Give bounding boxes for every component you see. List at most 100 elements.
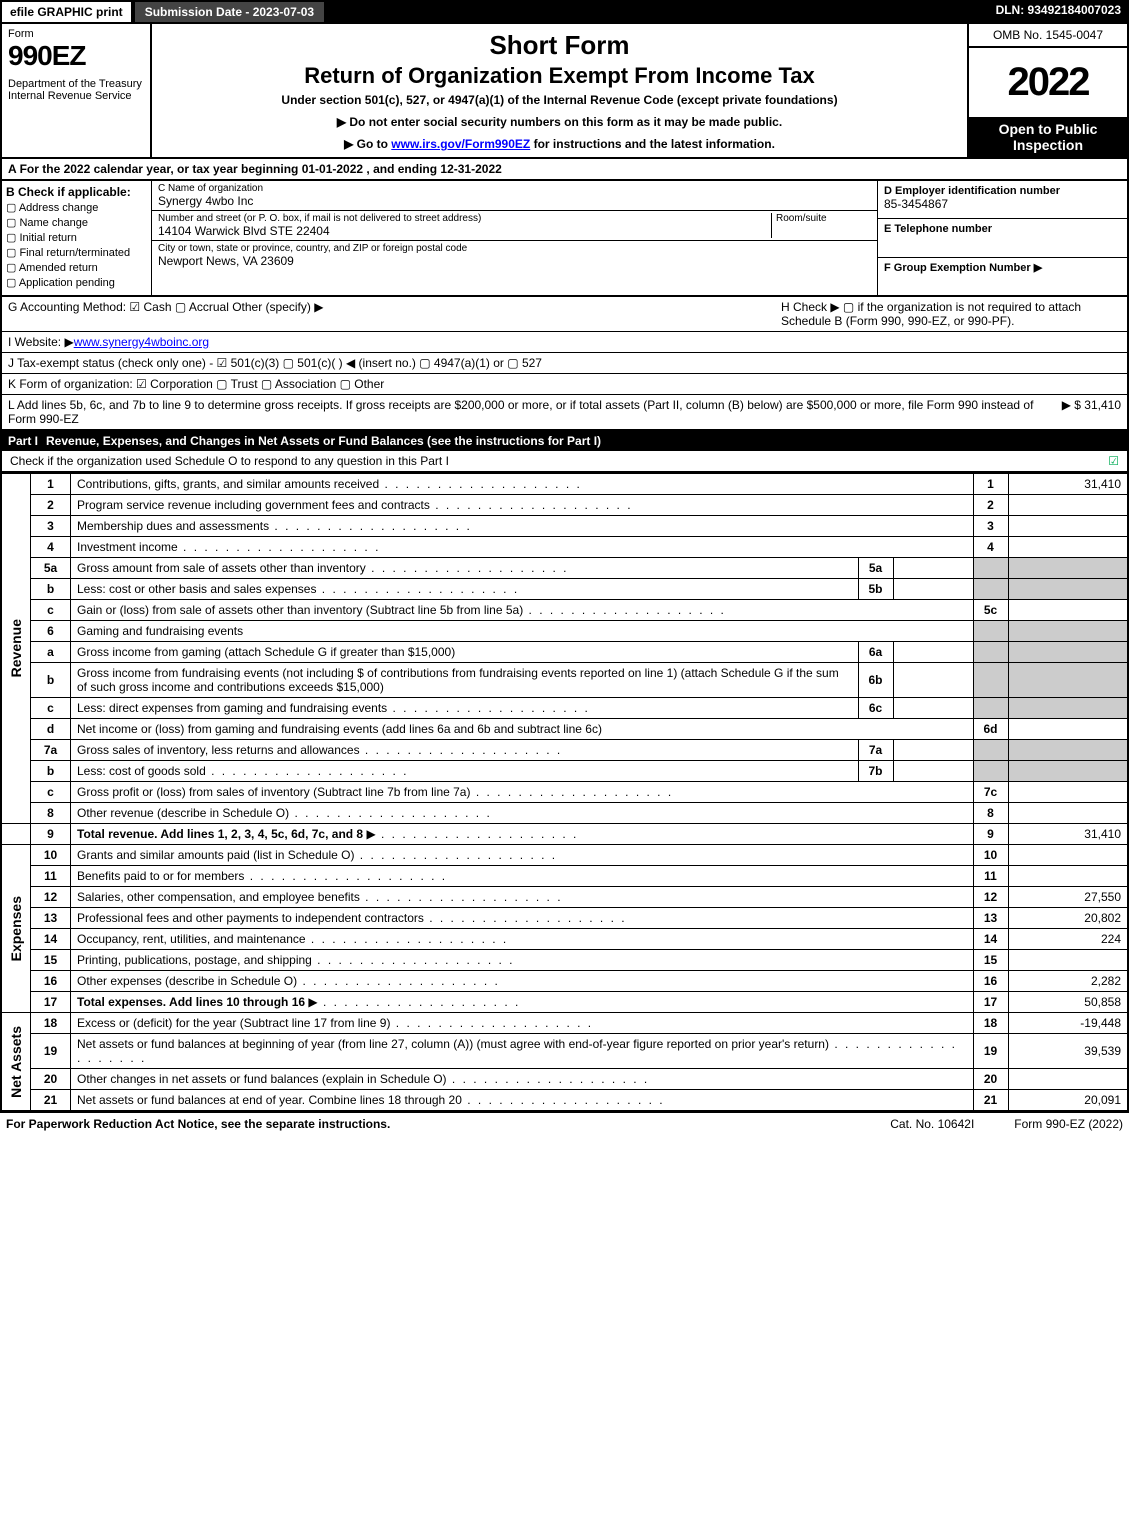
line-num: 5a	[31, 558, 71, 579]
row-a-letter: A	[8, 162, 16, 176]
line-num: 16	[31, 971, 71, 992]
line-desc: Membership dues and assessments	[71, 516, 974, 537]
table-row: c Less: direct expenses from gaming and …	[1, 698, 1128, 719]
line-num: 6	[31, 621, 71, 642]
line-ref: 15	[973, 950, 1008, 971]
line-desc: Gross income from fundraising events (no…	[71, 663, 859, 698]
chk-name-change[interactable]: Name change	[6, 216, 147, 229]
line-desc: Other expenses (describe in Schedule O)	[71, 971, 974, 992]
expenses-vlabel: Expenses	[8, 896, 24, 961]
line-num: b	[31, 663, 71, 698]
subline-val	[893, 558, 973, 579]
chk-address-change[interactable]: Address change	[6, 201, 147, 214]
part1-lines-table: Revenue 1 Contributions, gifts, grants, …	[0, 473, 1129, 1112]
line-num: c	[31, 600, 71, 621]
subline-val	[893, 663, 973, 698]
line-num: 14	[31, 929, 71, 950]
line-amount-shade	[1008, 621, 1128, 642]
form-subtitle: Under section 501(c), 527, or 4947(a)(1)…	[162, 93, 957, 107]
part1-schedule-o-check[interactable]	[1108, 454, 1119, 468]
line-num: 17	[31, 992, 71, 1013]
chk-application-pending[interactable]: Application pending	[6, 276, 147, 289]
line-desc: Gain or (loss) from sale of assets other…	[71, 600, 974, 621]
chk-final-return[interactable]: Final return/terminated	[6, 246, 147, 259]
chk-initial-return[interactable]: Initial return	[6, 231, 147, 244]
line-amount-shade	[1008, 761, 1128, 782]
part1-header: Part I Revenue, Expenses, and Changes in…	[0, 431, 1129, 451]
line-num: c	[31, 698, 71, 719]
line-ref: 6d	[973, 719, 1008, 740]
line-num: 7a	[31, 740, 71, 761]
line-amount: 50,858	[1008, 992, 1128, 1013]
meta-section: G Accounting Method: ☑ Cash ▢ Accrual Ot…	[0, 297, 1129, 431]
table-row: 11 Benefits paid to or for members 11	[1, 866, 1128, 887]
table-row: Net Assets 18 Excess or (deficit) for th…	[1, 1013, 1128, 1034]
line-ref: 19	[973, 1034, 1008, 1069]
line-ref: 2	[973, 495, 1008, 516]
line-ref-shade	[973, 579, 1008, 600]
line-ref: 10	[973, 845, 1008, 866]
line-amount-shade	[1008, 579, 1128, 600]
line-amount	[1008, 516, 1128, 537]
line-ref: 17	[973, 992, 1008, 1013]
header-right: OMB No. 1545-0047 2022 Open to Public In…	[967, 24, 1127, 157]
line-amount	[1008, 866, 1128, 887]
line-ref: 4	[973, 537, 1008, 558]
submission-date-label: Submission Date - 2023-07-03	[133, 0, 326, 24]
street-label: Number and street (or P. O. box, if mail…	[158, 213, 771, 224]
line-desc: Gaming and fundraising events	[71, 621, 974, 642]
line-ref: 7c	[973, 782, 1008, 803]
table-row: d Net income or (loss) from gaming and f…	[1, 719, 1128, 740]
line-amount	[1008, 803, 1128, 824]
chk-amended-return[interactable]: Amended return	[6, 261, 147, 274]
form-title: Return of Organization Exempt From Incom…	[162, 63, 957, 89]
line-num: b	[31, 761, 71, 782]
line-num: 2	[31, 495, 71, 516]
form-word: Form	[8, 28, 144, 40]
street-value: 14104 Warwick Blvd STE 22404	[158, 224, 330, 238]
row-g-accounting: G Accounting Method: ☑ Cash ▢ Accrual Ot…	[8, 300, 771, 328]
line-amount	[1008, 845, 1128, 866]
table-row: 5a Gross amount from sale of assets othe…	[1, 558, 1128, 579]
line-ref-shade	[973, 642, 1008, 663]
line-desc: Net assets or fund balances at beginning…	[71, 1034, 974, 1069]
table-row: 4 Investment income 4	[1, 537, 1128, 558]
line-desc: Total expenses. Add lines 10 through 16 …	[71, 992, 974, 1013]
subline-num: 7b	[858, 761, 893, 782]
row-l-gross-receipts: L Add lines 5b, 6c, and 7b to line 9 to …	[8, 398, 1062, 426]
subline-num: 5a	[858, 558, 893, 579]
line-amount	[1008, 600, 1128, 621]
form-footer-label: Form 990-EZ (2022)	[1014, 1117, 1123, 1131]
table-row: a Gross income from gaming (attach Sched…	[1, 642, 1128, 663]
line-ref: 5c	[973, 600, 1008, 621]
line-desc: Gross profit or (loss) from sales of inv…	[71, 782, 974, 803]
row-j-tax-exempt: J Tax-exempt status (check only one) - ☑…	[2, 353, 1127, 374]
line-ref: 3	[973, 516, 1008, 537]
row-a-tax-year: A For the 2022 calendar year, or tax yea…	[0, 159, 1129, 181]
col-b-header: Check if applicable:	[18, 185, 131, 199]
line-amount-shade	[1008, 558, 1128, 579]
line-ref: 20	[973, 1069, 1008, 1090]
table-row: 2 Program service revenue including gove…	[1, 495, 1128, 516]
table-row: 3 Membership dues and assessments 3	[1, 516, 1128, 537]
line-desc: Less: direct expenses from gaming and fu…	[71, 698, 859, 719]
line-num: c	[31, 782, 71, 803]
line-num: 20	[31, 1069, 71, 1090]
table-row: b Less: cost of goods sold 7b	[1, 761, 1128, 782]
line-desc: Total revenue. Add lines 1, 2, 3, 4, 5c,…	[71, 824, 974, 845]
short-form-title: Short Form	[162, 30, 957, 61]
line-ref: 9	[973, 824, 1008, 845]
website-link[interactable]: www.synergy4wboinc.org	[74, 335, 209, 349]
group-exemption-label: F Group Exemption Number ▶	[884, 262, 1042, 274]
header-left: Form 990EZ Department of the Treasury In…	[2, 24, 152, 157]
line-ref-shade	[973, 621, 1008, 642]
irs-link[interactable]: www.irs.gov/Form990EZ	[391, 137, 530, 151]
ssn-warning: ▶ Do not enter social security numbers o…	[162, 115, 957, 129]
line-ref: 14	[973, 929, 1008, 950]
part1-sub-text: Check if the organization used Schedule …	[10, 454, 449, 468]
line-desc: Professional fees and other payments to …	[71, 908, 974, 929]
row-k-org-form: K Form of organization: ☑ Corporation ▢ …	[2, 374, 1127, 395]
line-desc: Printing, publications, postage, and shi…	[71, 950, 974, 971]
org-name-value: Synergy 4wbo Inc	[158, 194, 253, 208]
line-amount-shade	[1008, 698, 1128, 719]
